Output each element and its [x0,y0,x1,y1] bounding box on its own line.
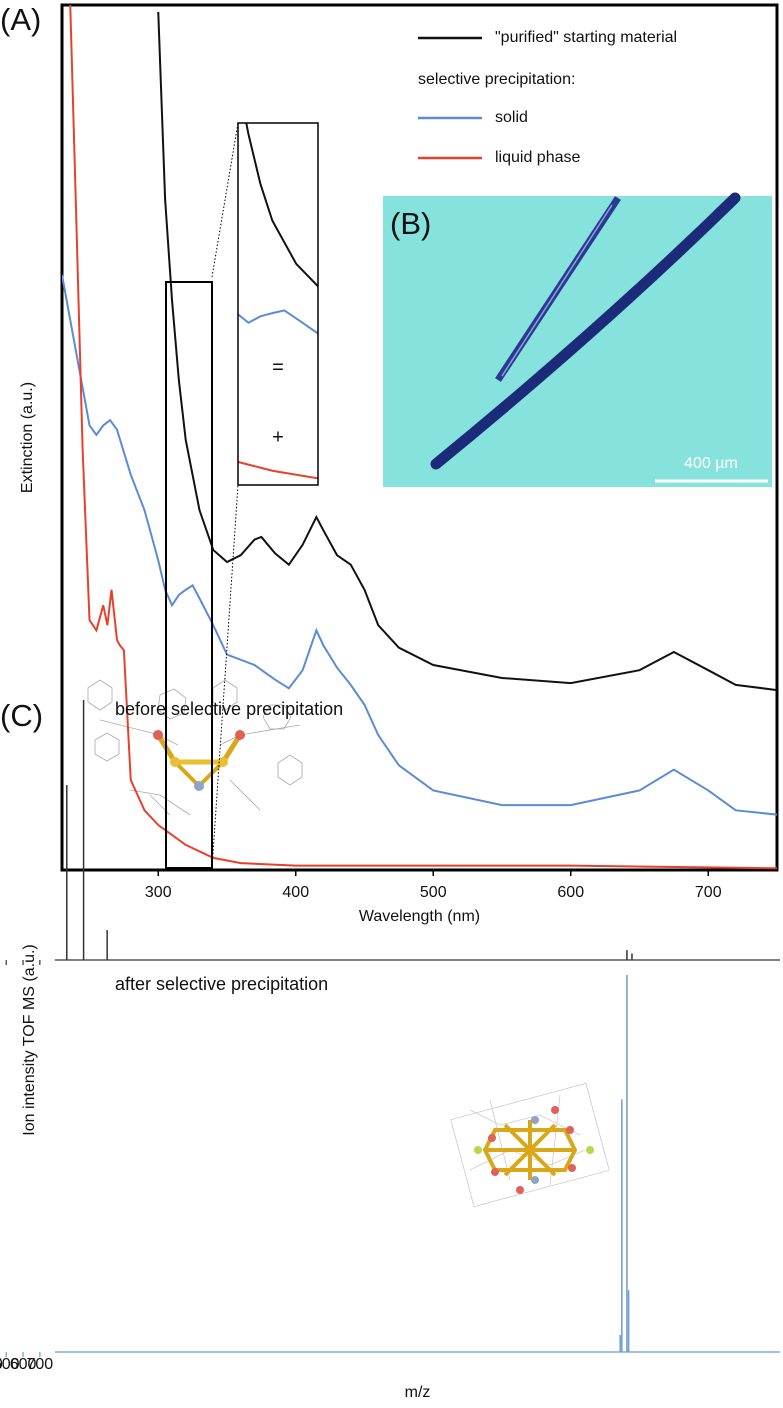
molecule [87,679,303,816]
x-tick-label: 300 [145,884,172,901]
panel-label: (C) [0,698,43,733]
micrograph: (B) 400 µm [383,192,772,487]
panel-label: (B) [390,206,431,241]
inset-frame [237,122,319,486]
data-line [157,11,777,692]
inset-area [238,123,318,480]
inset-line [245,123,318,288]
plot-area [62,5,777,870]
legend-label: "purified" starting material [495,29,677,46]
x-tick-label: 500 [0,1356,20,1373]
x-tick-label: 600 [10,1356,37,1373]
y-axis-label: Extinction (a.u.) [19,382,36,493]
x-tick-label: 700 [27,1356,54,1373]
legend-label: liquid phase [495,149,581,166]
x-tick-label: 400 [0,1356,3,1373]
data-line [69,5,777,870]
panel-label: (A) [0,2,41,37]
crystal-edge [501,204,613,377]
zoom-connector [211,484,239,869]
chart-title: after selective precipitation [115,974,328,994]
scale-bar-label: 400 µm [684,455,738,472]
inset-label: = [272,356,284,378]
inset-label: + [272,426,284,448]
x-axis-label: m/z [405,1384,431,1401]
zoom-connector [211,122,239,278]
x-tick-label: 500 [420,884,447,901]
zoom-box [165,281,213,869]
molecule [450,1083,610,1207]
x-axis-label: Wavelength (nm) [359,908,480,925]
molecule [153,730,245,791]
plot-frame [60,3,779,872]
x-tick-label: 400 [282,884,309,901]
x-tick-label: 700 [695,884,722,901]
crystal [430,192,741,470]
legend-subtitle: selective precipitation: [418,71,575,88]
x-tick-label: 600 [557,884,584,901]
data-line [62,274,777,816]
chart-title: before selective precipitation [115,699,343,719]
y-axis-label: Ion intensity TOF MS (a.u.) [21,944,38,1135]
legend-label: solid [495,109,528,126]
